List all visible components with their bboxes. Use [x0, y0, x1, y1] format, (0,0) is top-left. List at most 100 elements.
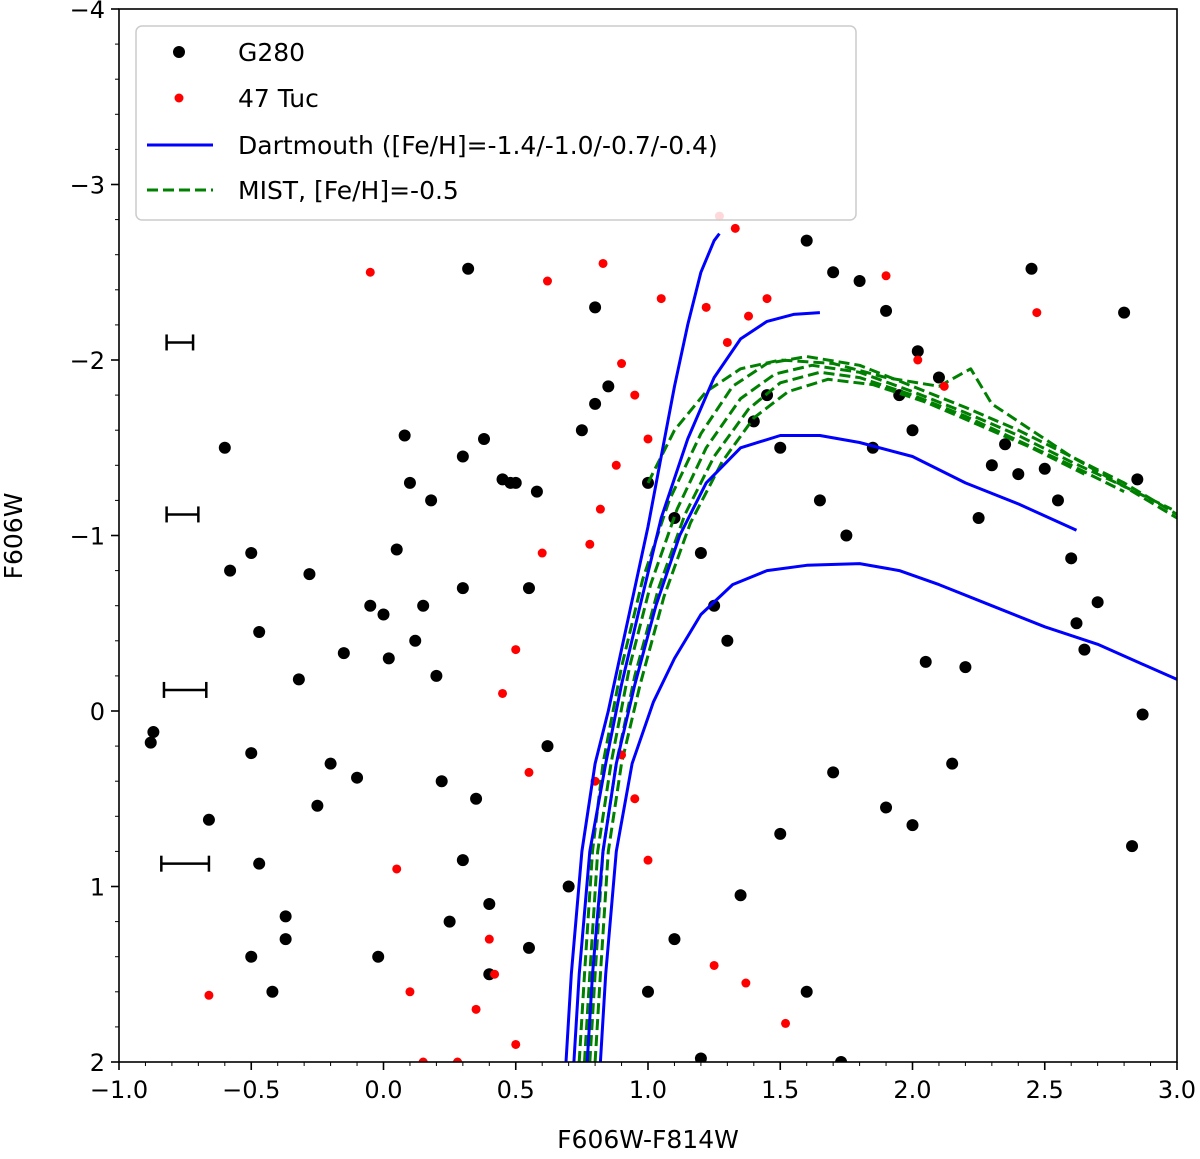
- g280-point: [642, 985, 654, 998]
- tuc47-point: [656, 294, 666, 304]
- g280-point: [932, 371, 945, 384]
- y-tick-label: 2: [90, 1049, 105, 1077]
- g280-point: [541, 740, 554, 753]
- x-tick-label: −1.0: [90, 1076, 148, 1104]
- g280-point: [279, 910, 292, 923]
- g280-point: [403, 476, 416, 489]
- tuc47-point: [741, 978, 751, 988]
- g280-point: [575, 424, 588, 437]
- axes-layer: −1.0 −0.5 0.0 0.5 1.0 1.5 2.0 2.5 3.0 −4 −3 −2 −1 0 1 2: [70, 0, 1196, 1104]
- legend-label-g280: G280: [238, 38, 305, 67]
- g280-point: [398, 429, 411, 442]
- g280-point: [1051, 494, 1064, 507]
- g280-point: [800, 985, 813, 998]
- g280-point: [462, 262, 475, 275]
- g280-point: [509, 476, 522, 489]
- tuc47-point: [204, 990, 214, 1000]
- g280-point: [382, 652, 395, 665]
- g280-point: [827, 766, 840, 779]
- tuc47-point: [595, 504, 605, 514]
- g280-point: [774, 441, 787, 454]
- g280-point: [906, 424, 919, 437]
- tuc47-point: [537, 548, 547, 558]
- g280-point: [253, 857, 266, 870]
- g280-point: [972, 511, 985, 524]
- g280-point: [253, 626, 266, 639]
- y-axis-title: F606W: [0, 493, 28, 580]
- g280-point: [266, 985, 279, 998]
- g280-point: [813, 494, 826, 507]
- g280-point: [202, 813, 215, 826]
- g280-point: [835, 1056, 848, 1062]
- g280-point: [999, 438, 1012, 451]
- tuc47-point: [585, 539, 595, 549]
- g280-point: [694, 547, 707, 560]
- y-tick-label: −4: [70, 0, 105, 24]
- tuc47-point: [511, 645, 521, 655]
- g280-point: [562, 880, 575, 893]
- g280-point: [279, 933, 292, 946]
- tuc47-point: [722, 337, 732, 347]
- legend-marker-g280: [173, 46, 185, 58]
- g280-point: [324, 757, 337, 770]
- tuc47-point: [498, 688, 508, 698]
- x-tick-label: 1.0: [629, 1076, 667, 1104]
- tuc47-point: [418, 1057, 428, 1062]
- tuc47-point: [939, 381, 949, 391]
- g280-point: [880, 801, 893, 814]
- g280-point: [959, 661, 972, 674]
- tuc47-point: [730, 223, 740, 233]
- g280-point: [721, 634, 734, 647]
- dartmouth-isochrone-3: [585, 434, 1078, 1062]
- dartmouth-isochrone-4: [598, 562, 1177, 1062]
- tuc47-point: [611, 460, 621, 470]
- tuc47-point: [643, 855, 653, 865]
- tuc47-point: [365, 267, 375, 277]
- g280-point: [734, 889, 747, 902]
- x-axis-title: F606W-F814W: [557, 1125, 739, 1154]
- g280-point: [589, 397, 602, 410]
- g280-point: [456, 450, 469, 463]
- x-tick-label: 0.0: [364, 1076, 402, 1104]
- g280-point: [1131, 473, 1144, 486]
- tuc47-point: [453, 1057, 463, 1062]
- x-tick-label: 2.0: [893, 1076, 931, 1104]
- g280-point: [827, 266, 840, 279]
- g280-point: [351, 771, 364, 784]
- g280-point: [1118, 306, 1131, 319]
- tuc47-point: [405, 987, 415, 997]
- g280-point: [800, 234, 813, 247]
- g280-point: [1025, 262, 1038, 275]
- g280-point: [337, 647, 350, 660]
- y-tick-label: −3: [70, 172, 105, 200]
- g280-point: [589, 301, 602, 314]
- g280-point: [364, 599, 377, 612]
- g280-point: [425, 494, 438, 507]
- y-tick-label: −2: [70, 347, 105, 375]
- tuc47-point: [701, 302, 711, 312]
- dartmouth-isochrone-2: [572, 311, 821, 1062]
- g280-point: [906, 819, 919, 832]
- tuc47-point: [542, 276, 552, 286]
- tuc47-point: [913, 355, 923, 365]
- x-tick-label: −0.5: [222, 1076, 280, 1104]
- g280-point: [1038, 462, 1051, 475]
- g280-point: [478, 432, 491, 445]
- g280-point: [530, 485, 543, 498]
- x-tick-label: 3.0: [1158, 1076, 1196, 1104]
- g280-point: [1012, 468, 1025, 481]
- legend-marker-47tuc: [174, 93, 184, 103]
- dartmouth-isochrone-1: [564, 232, 721, 1062]
- mist-isochrone-4: [593, 377, 1086, 1062]
- g280-point: [708, 599, 721, 612]
- g280-point: [522, 582, 535, 595]
- tuc47-point: [511, 1039, 521, 1049]
- tuc47-point: [881, 271, 891, 281]
- g280-point: [985, 459, 998, 472]
- x-tick-label: 1.5: [761, 1076, 799, 1104]
- y-tick-label: −1: [70, 523, 105, 551]
- g280-point: [377, 608, 390, 621]
- g280-point: [1070, 617, 1083, 630]
- g280-point: [1126, 840, 1139, 853]
- g280-point: [456, 582, 469, 595]
